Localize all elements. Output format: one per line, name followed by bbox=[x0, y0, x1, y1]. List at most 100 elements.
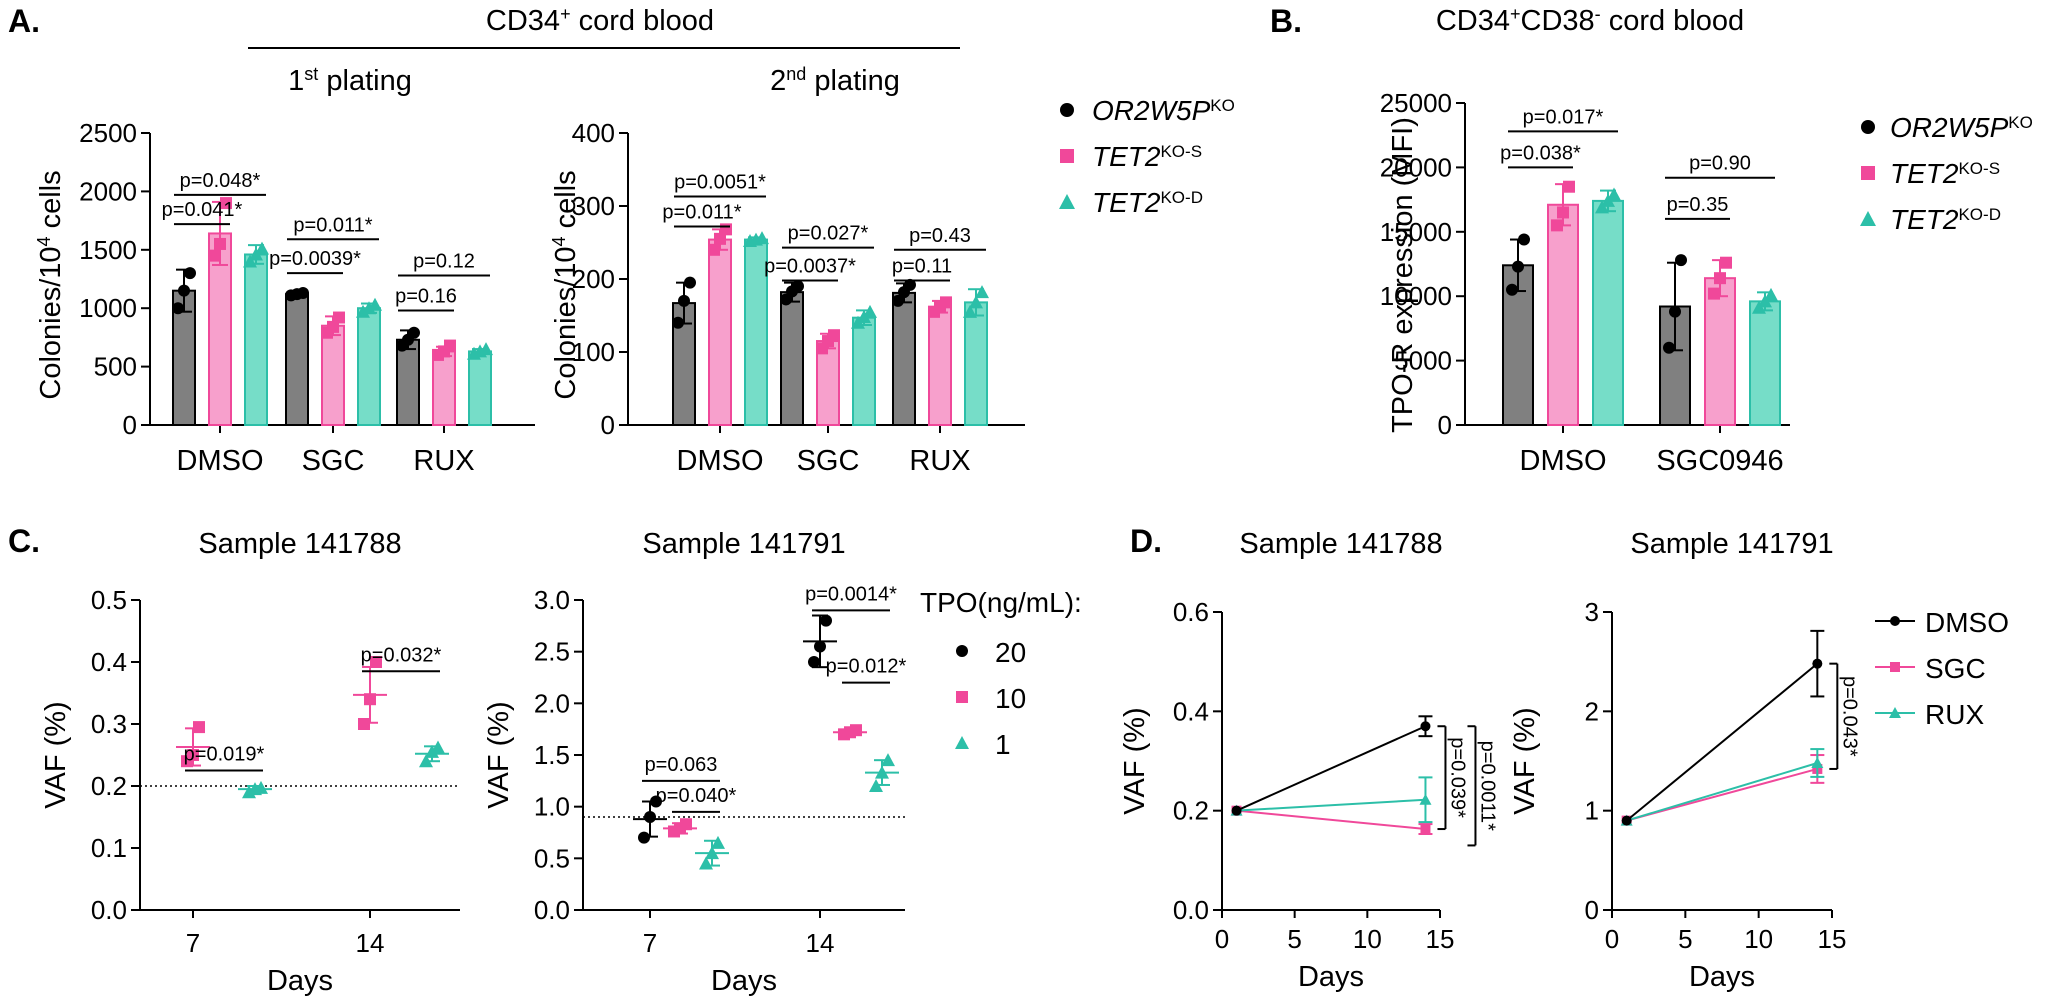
c1-y-tick-label: 0.5 bbox=[91, 585, 127, 615]
a1-data-point bbox=[208, 249, 220, 262]
legend-c-marker bbox=[956, 645, 968, 657]
a1-p-value: p=0.041* bbox=[162, 199, 243, 221]
c2-data-point bbox=[814, 640, 826, 653]
a1-y-tick-label: 2000 bbox=[79, 176, 137, 206]
c2-data-point bbox=[711, 835, 725, 849]
a2-data-point bbox=[892, 294, 904, 307]
legend-a-entry: TET2KO-S bbox=[1092, 141, 1202, 172]
a1-bar bbox=[396, 338, 420, 426]
c1-data-point bbox=[358, 718, 370, 730]
d1-x-tick-label: 10 bbox=[1353, 924, 1382, 954]
b-data-point bbox=[1563, 180, 1575, 193]
a1-data-point bbox=[368, 297, 382, 311]
c1-y-label: VAF (%) bbox=[40, 701, 72, 808]
a2-category-label: DMSO bbox=[677, 445, 764, 477]
c2-data-point bbox=[638, 831, 650, 844]
c2-y-tick-label: 0.0 bbox=[534, 895, 570, 925]
c2-p-value: p=0.063 bbox=[645, 754, 718, 776]
b-data-point bbox=[1557, 206, 1569, 219]
b-y-tick-label: 20000 bbox=[1380, 152, 1452, 182]
d1-x-tick-label: 5 bbox=[1287, 924, 1301, 954]
c2-p-value: p=0.040* bbox=[656, 785, 737, 807]
d2-data-point bbox=[1812, 658, 1823, 669]
a2-bar bbox=[852, 316, 876, 426]
d1-p-value: p=0.0011* bbox=[1476, 741, 1498, 831]
legend-d-marker bbox=[1890, 662, 1900, 672]
legend-a-marker bbox=[1060, 149, 1074, 163]
a2-data-point bbox=[904, 278, 916, 291]
a2-data-point bbox=[755, 231, 769, 245]
legend-a-marker bbox=[1059, 194, 1075, 209]
a1-data-point bbox=[362, 301, 376, 315]
b-bar bbox=[1592, 199, 1624, 426]
legend-b-marker bbox=[1861, 166, 1875, 180]
d1-y-tick-label: 0.2 bbox=[1173, 796, 1209, 826]
a1-category-label: RUX bbox=[413, 445, 474, 477]
c1-y-tick-label: 0.1 bbox=[91, 833, 127, 863]
c2-data-point bbox=[650, 795, 662, 808]
a1-data-point bbox=[255, 241, 269, 255]
d1-data-point bbox=[1231, 805, 1242, 816]
a2-data-point bbox=[678, 294, 690, 307]
c2-data-point bbox=[644, 811, 656, 823]
a2-bar bbox=[964, 301, 988, 426]
b-y-tick-label: 25000 bbox=[1380, 88, 1452, 118]
legend-d-entry: DMSO bbox=[1925, 607, 2009, 638]
c1-data-point bbox=[254, 780, 268, 794]
legend-b-entry: TET2KO-S bbox=[1890, 158, 2000, 189]
b-data-point bbox=[1708, 287, 1720, 300]
a1-bar bbox=[285, 293, 309, 426]
panel-label-c: C. bbox=[8, 523, 40, 559]
a2-category-label: RUX bbox=[909, 445, 970, 477]
a2-data-point bbox=[863, 304, 877, 318]
d1-data-point bbox=[1420, 721, 1431, 732]
d1-data-point bbox=[1419, 793, 1432, 805]
a1-data-point bbox=[356, 304, 370, 318]
c2-y-tick-label: 3.0 bbox=[534, 585, 570, 615]
panel-a-header: CD34+ cord blood bbox=[486, 4, 714, 37]
c2-data-point bbox=[699, 856, 713, 870]
c1-x-tick-label: 14 bbox=[356, 928, 385, 958]
a2-bar bbox=[780, 291, 804, 427]
c2-p-value: p=0.0014* bbox=[805, 583, 897, 605]
a1-y-tick-label: 1500 bbox=[79, 235, 137, 265]
d2-data-point bbox=[1621, 815, 1632, 826]
c2-y-label: VAF (%) bbox=[483, 701, 515, 808]
d1-title: Sample 141788 bbox=[1239, 528, 1442, 560]
b-category-label: DMSO bbox=[1520, 445, 1607, 477]
a1-data-point bbox=[408, 326, 420, 339]
a1-p-value: p=0.12 bbox=[413, 250, 475, 272]
legend-a-entry: OR2W5PKO bbox=[1092, 95, 1235, 126]
a1-data-point bbox=[214, 237, 226, 250]
d2-x-tick-label: 5 bbox=[1678, 924, 1692, 954]
a2-y-tick-label: 400 bbox=[572, 118, 615, 148]
a1-y-tick-label: 500 bbox=[94, 352, 137, 382]
c2-data-point bbox=[705, 846, 719, 860]
legend-b-entry: TET2KO-D bbox=[1890, 204, 2001, 235]
d1-x-tick-label: 0 bbox=[1215, 924, 1229, 954]
d2-series-line bbox=[1626, 662, 1818, 822]
legend-d-entry: SGC bbox=[1925, 653, 1986, 684]
d2-y-tick-label: 1 bbox=[1585, 796, 1599, 826]
a1-p-value: p=0.0039* bbox=[269, 248, 361, 270]
a2-data-point bbox=[828, 329, 840, 342]
a2-data-point bbox=[792, 280, 804, 293]
d1-x-tick-label: 15 bbox=[1426, 924, 1455, 954]
c2-data-point bbox=[869, 779, 883, 792]
a1-bar bbox=[432, 350, 456, 426]
c1-y-tick-label: 0.0 bbox=[91, 895, 127, 925]
a2-data-point bbox=[684, 276, 696, 289]
a1-y-label: Colonies/104 cells bbox=[34, 170, 67, 399]
c2-y-tick-label: 1.5 bbox=[534, 740, 570, 770]
a2-bar bbox=[928, 305, 952, 426]
b-data-point bbox=[1675, 254, 1687, 267]
b-p-value: p=0.90 bbox=[1689, 153, 1751, 175]
c1-x-tick-label: 7 bbox=[186, 928, 200, 958]
c1-title: Sample 141788 bbox=[198, 528, 401, 560]
d1-data-point bbox=[1420, 824, 1431, 835]
d2-p-value: p=0.043* bbox=[1838, 676, 1860, 757]
b-p-value: p=0.017* bbox=[1523, 106, 1604, 128]
legend-a-entry: TET2KO-D bbox=[1092, 187, 1203, 218]
a2-y-tick-label: 300 bbox=[572, 191, 615, 221]
